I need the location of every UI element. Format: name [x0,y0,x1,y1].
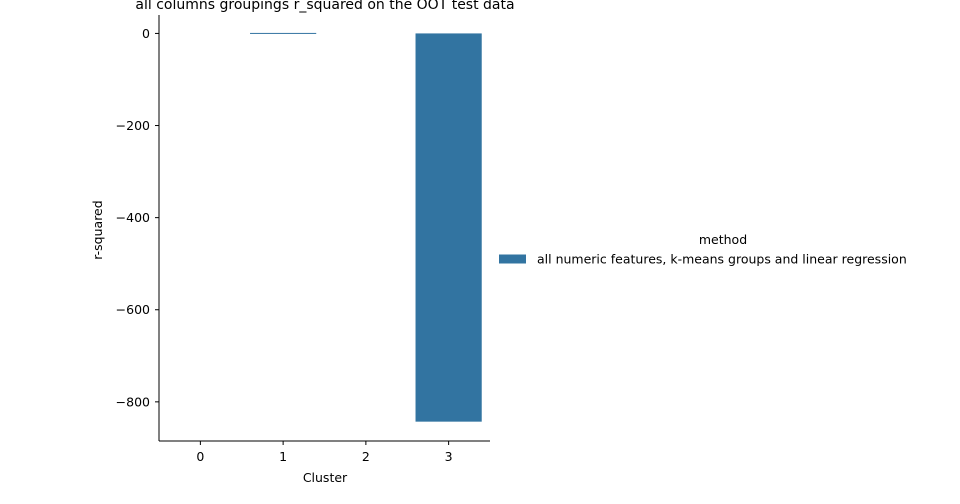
bars-layer [250,32,482,422]
bar-cluster-1 [250,32,317,34]
axes-layer: 0 −200 −400 −600 −800 0 1 2 3 [116,15,490,464]
legend-title: method [699,232,747,247]
bar-cluster-3 [415,33,482,422]
x-tick-label: 1 [279,449,287,464]
chart-title: all columns groupings r_squared on the O… [135,0,514,13]
legend-entries: all numeric features, k-means groups and… [499,252,907,267]
y-tick-label: −400 [116,210,150,225]
y-axis-label: r-squared [90,200,105,259]
x-tick-label: 2 [362,449,370,464]
y-tick-label: −600 [116,302,150,317]
y-tick-label: −800 [116,394,150,409]
legend-label: all numeric features, k-means groups and… [537,252,907,267]
x-tick-label: 0 [196,449,204,464]
y-tick-label: −200 [116,118,150,133]
legend-swatch [499,254,526,264]
y-tick-label: 0 [142,26,150,41]
x-axis-label: Cluster [303,470,348,485]
legend: method all numeric features, k-means gro… [499,232,907,267]
x-tick-label: 3 [445,449,453,464]
